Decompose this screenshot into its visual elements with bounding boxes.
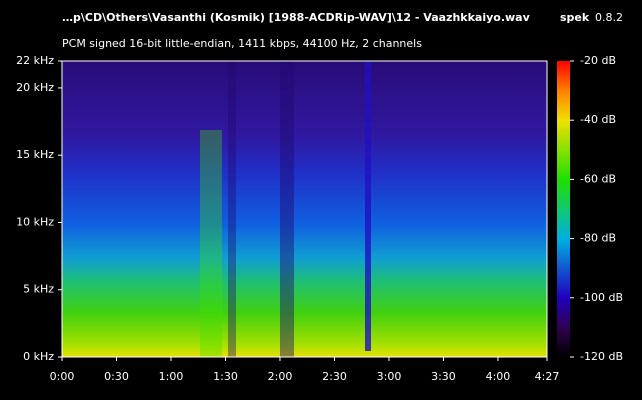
spectrogram-area — [61, 60, 548, 358]
x-tick-label: 1:30 — [213, 370, 238, 383]
x-tick-label: 0:30 — [104, 370, 129, 383]
spectrogram-band — [280, 61, 294, 357]
y-tick-label: 0 kHz — [23, 350, 54, 363]
file-title: …p\CD\Others\Vasanthi (Kosmik) [1988-ACD… — [62, 11, 531, 24]
colorbar-tick-label: -40 dB — [580, 113, 616, 126]
colorbar-tick-label: -100 dB — [580, 291, 623, 304]
colorbar-tick-label: -20 dB — [580, 54, 616, 67]
x-tick-label: 1:00 — [159, 370, 184, 383]
app-name: spek — [560, 11, 590, 24]
y-tick-label: 20 kHz — [16, 81, 54, 94]
y-tick-label: 10 kHz — [16, 215, 54, 228]
spectrogram — [62, 61, 547, 357]
colorbar-tick-label: -60 dB — [580, 172, 616, 185]
x-tick-label: 2:00 — [268, 370, 293, 383]
app-version: 0.8.2 — [595, 11, 623, 24]
plot-frame — [61, 60, 548, 358]
spectrogram-band — [365, 61, 371, 351]
colorbar-tick-label: -80 dB — [580, 232, 616, 245]
y-tick-label: 5 kHz — [23, 283, 54, 296]
spectrogram-band — [228, 61, 236, 357]
y-tick-label: 15 kHz — [16, 148, 54, 161]
x-tick-label: 4:00 — [486, 370, 511, 383]
y-tick-label: 22 kHz — [16, 54, 54, 67]
x-tick-label: 2:30 — [322, 370, 347, 383]
colorbar-tick-label: -120 dB — [580, 350, 623, 363]
subtitle: PCM signed 16-bit little-endian, 1411 kb… — [62, 37, 422, 50]
spectrogram-band — [200, 130, 222, 357]
colorbar — [557, 61, 570, 357]
x-tick-label: 0:00 — [50, 370, 75, 383]
x-tick-label: 3:00 — [377, 370, 402, 383]
x-tick-label: 3:30 — [431, 370, 456, 383]
x-tick-label: 4:27 — [535, 370, 560, 383]
